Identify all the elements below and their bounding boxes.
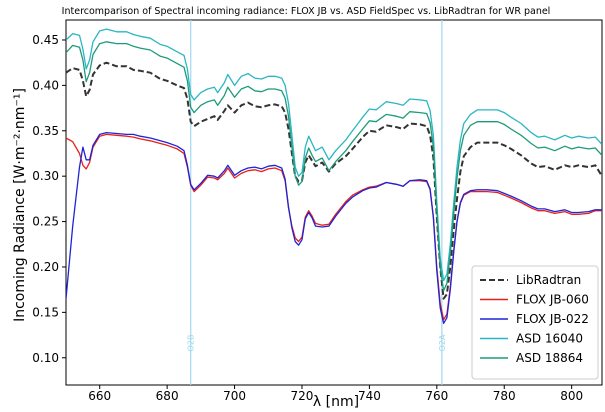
vline-label-o2a: O2A [438, 334, 447, 351]
plot-border [65, 19, 603, 386]
legend-label: ASD 18864 [516, 351, 583, 365]
legend-label: ASD 16040 [516, 332, 583, 346]
y-tick-label: 0.20 [32, 260, 59, 274]
series-lines [66, 28, 602, 324]
x-tick-label: 800 [560, 389, 583, 403]
x-tick-label: 720 [291, 389, 314, 403]
series-libradtran [66, 61, 602, 300]
legend: LibRadtran FLOX JB-060 FLOX JB-022 ASD 1604… [471, 265, 599, 380]
series-asd-18864 [66, 41, 602, 292]
legend-label: FLOX JB-060 [516, 293, 589, 307]
x-tick-label: 780 [493, 389, 516, 403]
legend-box [471, 265, 599, 380]
vline-label-o2b: O2B [187, 335, 196, 352]
series-flox-jb-022 [66, 131, 602, 324]
legend-label: LibRadtran [516, 273, 581, 287]
plot-area [65, 19, 603, 386]
x-tick-label: 700 [223, 389, 246, 403]
y-tick-label: 0.40 [32, 78, 59, 92]
y-tick-label: 0.35 [32, 124, 59, 138]
absorption-band-markers: O2B O2A [187, 20, 447, 385]
series-asd-16040 [66, 28, 602, 282]
y-tick-label: 0.45 [32, 33, 59, 47]
legend-label: FLOX JB-022 [516, 312, 589, 326]
x-tick-label: 660 [88, 389, 111, 403]
x-tick-label: 680 [156, 389, 179, 403]
y-tick-label: 0.10 [32, 351, 59, 365]
x-axis-ticks: 660 680 700 720 740 760 780 800 [88, 385, 583, 403]
chart-title: Intercomparison of Spectral incoming rad… [62, 6, 551, 17]
y-tick-label: 0.30 [32, 169, 59, 183]
y-tick-label: 0.25 [32, 215, 59, 229]
x-tick-label: 760 [425, 389, 448, 403]
y-tick-label: 0.15 [32, 305, 59, 319]
x-tick-label: 740 [358, 389, 381, 403]
y-axis-label: Incoming Radiance [W·m⁻²·nm⁻¹] [12, 88, 28, 322]
series-flox-jb-060 [66, 133, 602, 321]
y-axis-ticks: 0.10 0.15 0.20 0.25 0.30 0.35 0.40 0.45 [32, 33, 66, 365]
x-axis-label: λ [nm] [313, 394, 359, 410]
